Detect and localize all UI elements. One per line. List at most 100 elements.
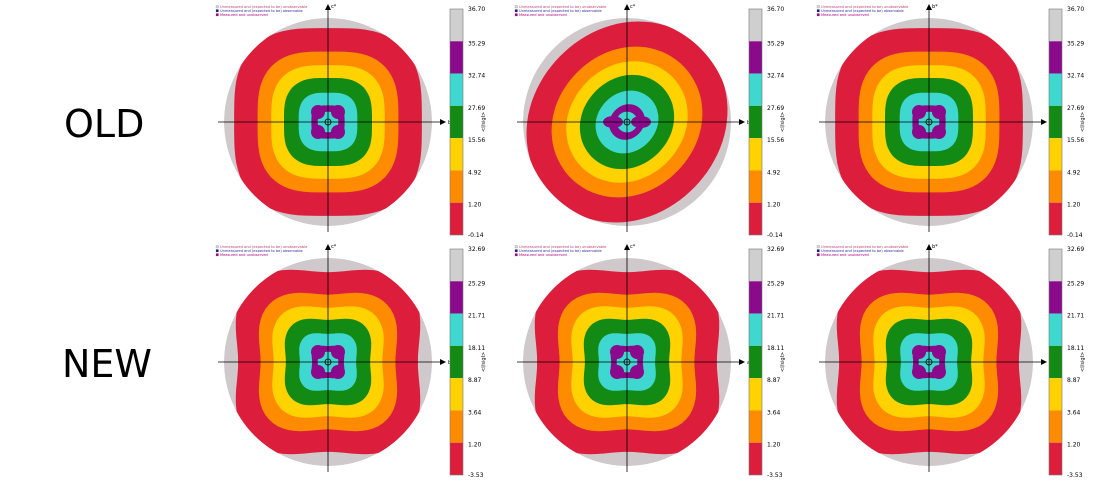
legend-entry: Unmeasured and (expected to be) unobserv… [220, 5, 308, 9]
colorbar-title: <I/sigI> [481, 112, 487, 132]
colorbar-segment [1049, 378, 1062, 411]
axis-arrow [739, 359, 745, 365]
row-label-old: OLD [64, 102, 145, 146]
peak-region [610, 345, 624, 359]
colorbar-segment [1049, 105, 1062, 139]
colorbar-tick-label: 8.87 [468, 377, 482, 384]
colorbar-tick-label: 8.87 [1067, 377, 1081, 384]
colorbar-tick-label: 25.29 [468, 280, 485, 287]
colorbar-tick-label: 21.71 [1067, 313, 1084, 320]
legend-swatch [215, 9, 219, 13]
colorbar-tick-label: 32.74 [468, 73, 485, 80]
legend-swatch [816, 245, 820, 249]
axis-arrow [624, 244, 630, 250]
colorbar-tick-label: 3.64 [468, 409, 482, 416]
peak-region [630, 345, 644, 359]
colorbar-segment [450, 378, 463, 411]
axis-arrow [325, 244, 331, 250]
legend-swatch [816, 253, 820, 257]
colorbar-frame [748, 8, 763, 236]
colorbar-frame [449, 8, 464, 236]
legend-entry: Measured and unobserved [519, 253, 567, 257]
axis-arrow [739, 119, 745, 125]
colorbar-tick-label: 8.87 [767, 377, 781, 384]
colorbar-tick-label: 32.69 [468, 246, 485, 253]
colorbar-tick-label: 36.70 [1067, 6, 1084, 13]
legend-swatch [514, 5, 518, 9]
legend-swatch [215, 13, 219, 17]
colorbar-segment [450, 73, 463, 106]
colorbar-segment [749, 105, 762, 139]
peak-region [311, 125, 325, 139]
colorbar-frame [1048, 248, 1063, 476]
colorbar-segment [1049, 170, 1062, 203]
vertical-axis-label: c* [331, 4, 337, 10]
colorbar-tick-label: 1.20 [468, 202, 482, 209]
colorbar-tick-label: 35.29 [1067, 40, 1084, 47]
vertical-axis-label: c* [331, 244, 337, 250]
peak-region [932, 365, 946, 379]
legend-entry: Unmeasured and (expected to be) observab… [821, 9, 905, 13]
legend-entry: Unmeasured and (expected to be) observab… [821, 249, 905, 253]
vertical-axis-label: b* [932, 4, 938, 10]
peak-region [331, 345, 345, 359]
colorbar-segment [450, 105, 463, 139]
legend-entry: Unmeasured and (expected to be) unobserv… [519, 5, 607, 9]
colorbar-tick-label: 18.11 [767, 345, 784, 352]
colorbar-tick-label: 4.92 [767, 169, 781, 176]
colorbar-segment [749, 170, 762, 203]
axis-arrow [1041, 119, 1047, 125]
peak-region [311, 345, 325, 359]
colorbar-tick-label: 4.92 [468, 169, 482, 176]
axis-arrow [440, 119, 446, 125]
peak-region [932, 125, 946, 139]
colorbar-segment [1049, 9, 1062, 42]
legend-entry: Measured and unobserved [220, 253, 268, 257]
colorbar-segment [450, 313, 463, 346]
legend-swatch [514, 13, 518, 17]
colorbar-segment [749, 442, 762, 475]
colorbar-title: <I/sigI> [780, 112, 786, 132]
peak-region [331, 365, 345, 379]
axis-arrow [440, 359, 446, 365]
legend-entry: Unmeasured and (expected to be) unobserv… [519, 245, 607, 249]
colorbar-tick-label: 1.20 [767, 202, 781, 209]
legend-swatch [514, 253, 518, 257]
colorbar-tick-label: -0.14 [1067, 232, 1083, 239]
peak-region [331, 105, 345, 119]
legend-entry: Unmeasured and (expected to be) unobserv… [220, 245, 308, 249]
peak-region [932, 105, 946, 119]
colorbar-tick-label: 35.29 [767, 40, 784, 47]
peak-region [311, 105, 325, 119]
legend-swatch [215, 5, 219, 9]
legend-swatch [514, 9, 518, 13]
colorbar-tick-label: 25.29 [767, 280, 784, 287]
colorbar-frame [1048, 8, 1063, 236]
legend-swatch [215, 249, 219, 253]
colorbar-segment [1049, 281, 1062, 314]
legend-swatch [816, 9, 820, 13]
colorbar-tick-label: 18.11 [1067, 345, 1084, 352]
colorbar-segment [749, 378, 762, 411]
colorbar-tick-label: 32.69 [1067, 246, 1084, 253]
vertical-axis-label: c* [630, 244, 636, 250]
row-label-new: NEW [62, 342, 153, 386]
peak-region [610, 365, 624, 379]
colorbar-segment [1049, 249, 1062, 282]
colorbar-segment [1049, 138, 1062, 171]
colorbar-tick-label: 1.20 [468, 442, 482, 449]
colorbar-segment [450, 138, 463, 171]
colorbar-tick-label: 15.56 [767, 137, 784, 144]
colorbar-segment [450, 41, 463, 74]
colorbar-segment [450, 202, 463, 235]
colorbar-tick-label: 15.56 [468, 137, 485, 144]
colorbar-tick-label: 18.11 [468, 345, 485, 352]
peak-region [630, 365, 644, 379]
legend-entry: Unmeasured and (expected to be) unobserv… [821, 5, 909, 9]
colorbar-segment [749, 410, 762, 443]
colorbar-tick-label: -0.14 [767, 232, 783, 239]
colorbar-segment [1049, 313, 1062, 346]
peak-region [932, 345, 946, 359]
colorbar-tick-label: -3.53 [767, 472, 783, 479]
